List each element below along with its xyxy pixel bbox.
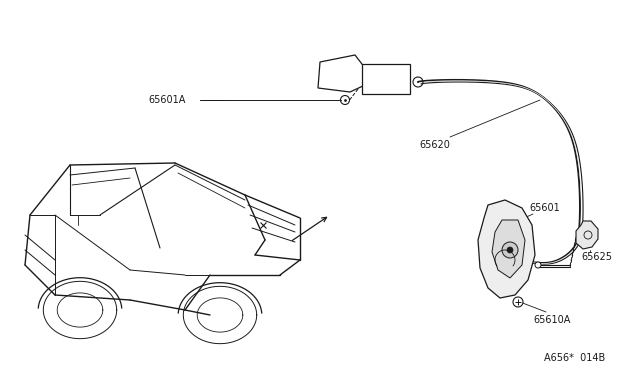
Polygon shape (576, 221, 598, 249)
Text: A656*  014B: A656* 014B (545, 353, 605, 363)
Text: 65601A: 65601A (148, 95, 186, 105)
Text: 65625: 65625 (582, 252, 612, 262)
Text: 65601: 65601 (530, 203, 561, 213)
Text: 65610A: 65610A (533, 315, 571, 325)
Polygon shape (492, 220, 525, 278)
Circle shape (535, 262, 541, 268)
Polygon shape (478, 200, 535, 298)
FancyBboxPatch shape (362, 64, 410, 94)
Text: 65620: 65620 (420, 140, 451, 150)
Circle shape (507, 247, 513, 253)
Polygon shape (318, 55, 365, 92)
Circle shape (502, 242, 518, 258)
Circle shape (513, 297, 523, 307)
